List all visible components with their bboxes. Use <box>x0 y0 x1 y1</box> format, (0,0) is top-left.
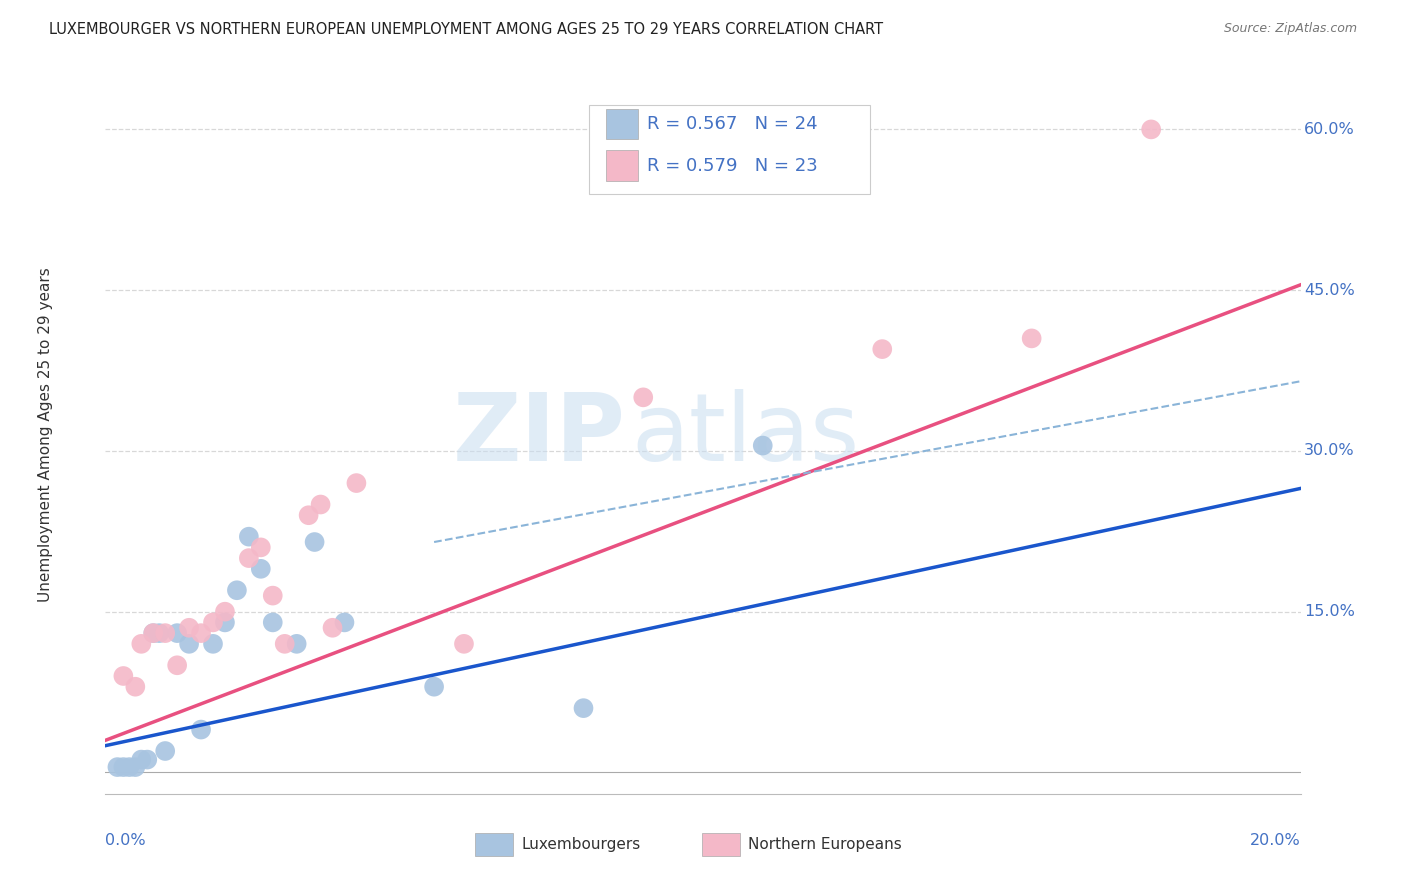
Point <box>129 753 153 767</box>
Text: 60.0%: 60.0% <box>1305 122 1355 136</box>
Text: R = 0.567   N = 24: R = 0.567 N = 24 <box>647 115 817 133</box>
Text: 15.0%: 15.0% <box>1305 604 1355 619</box>
Point <box>136 753 159 767</box>
Point <box>155 626 177 640</box>
Point <box>346 476 368 491</box>
Point <box>238 530 260 544</box>
Text: Luxembourgers: Luxembourgers <box>522 837 641 852</box>
Point <box>633 390 655 404</box>
Point <box>177 637 201 651</box>
Point <box>166 658 188 673</box>
Point <box>202 637 225 651</box>
Point <box>321 621 344 635</box>
FancyBboxPatch shape <box>606 151 638 181</box>
Point <box>166 626 188 640</box>
Point <box>1140 122 1163 136</box>
Point <box>751 439 773 453</box>
Point <box>202 615 225 630</box>
Text: Source: ZipAtlas.com: Source: ZipAtlas.com <box>1223 22 1357 36</box>
Point <box>262 589 284 603</box>
Point <box>118 760 141 774</box>
Point <box>107 760 129 774</box>
Point <box>148 626 170 640</box>
Point <box>142 626 165 640</box>
Point <box>238 551 260 566</box>
Text: 20.0%: 20.0% <box>1250 833 1301 848</box>
Point <box>124 680 146 694</box>
Point <box>129 637 153 651</box>
Point <box>298 508 321 523</box>
Point <box>177 621 201 635</box>
Text: Northern Europeans: Northern Europeans <box>748 837 903 852</box>
FancyBboxPatch shape <box>702 832 740 855</box>
Point <box>872 342 894 356</box>
Text: R = 0.579   N = 23: R = 0.579 N = 23 <box>647 157 817 175</box>
FancyBboxPatch shape <box>475 832 513 855</box>
Point <box>304 535 326 549</box>
Text: 45.0%: 45.0% <box>1305 283 1355 298</box>
Point <box>214 605 236 619</box>
Point <box>142 626 165 640</box>
FancyBboxPatch shape <box>589 104 870 194</box>
Point <box>124 760 146 774</box>
Point <box>1021 331 1043 345</box>
Point <box>190 626 212 640</box>
Point <box>225 583 249 598</box>
Point <box>423 680 446 694</box>
Point <box>112 760 135 774</box>
Text: 30.0%: 30.0% <box>1305 443 1355 458</box>
Point <box>273 637 295 651</box>
Point <box>453 637 475 651</box>
Point <box>155 744 177 758</box>
Text: LUXEMBOURGER VS NORTHERN EUROPEAN UNEMPLOYMENT AMONG AGES 25 TO 29 YEARS CORRELA: LUXEMBOURGER VS NORTHERN EUROPEAN UNEMPL… <box>49 22 883 37</box>
Text: ZIP: ZIP <box>453 389 626 481</box>
Text: 0.0%: 0.0% <box>105 833 146 848</box>
Point <box>285 637 308 651</box>
Point <box>250 541 273 555</box>
Point <box>333 615 356 630</box>
Point <box>309 498 332 512</box>
Point <box>262 615 284 630</box>
Point <box>250 562 273 576</box>
Point <box>214 615 236 630</box>
Text: atlas: atlas <box>631 389 859 481</box>
Point <box>112 669 135 683</box>
Text: Unemployment Among Ages 25 to 29 years: Unemployment Among Ages 25 to 29 years <box>38 268 53 602</box>
Point <box>572 701 595 715</box>
FancyBboxPatch shape <box>606 109 638 139</box>
Point <box>190 723 212 737</box>
